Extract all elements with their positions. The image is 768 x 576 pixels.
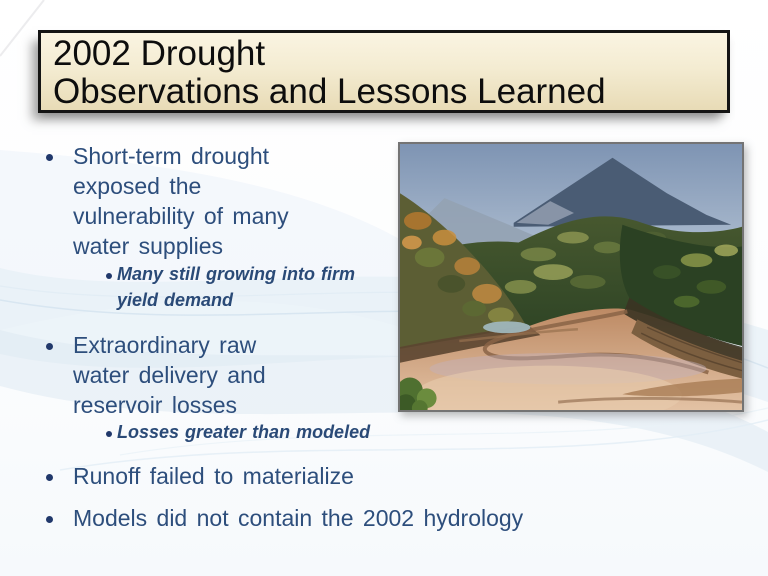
sub-bullet-line: Many still growing into firm (117, 264, 355, 284)
bullet-dot (46, 154, 53, 161)
bullet-line: exposed the (73, 173, 202, 199)
sub-bullet-line: Losses greater than modeled (117, 422, 371, 442)
dried-reservoir-photo (398, 142, 744, 412)
meander-channel-2 (459, 327, 578, 343)
bottom-channel (622, 378, 742, 397)
bullet-dot (46, 474, 53, 481)
right-bank-terrace (631, 319, 742, 379)
left-hillside-autumn-patches (401, 211, 514, 324)
bullet-item-2: Extraordinary raw water delivery and res… (73, 330, 266, 420)
slide-title-line2: Observations and Lessons Learned (53, 72, 606, 111)
bullet-line: Runoff failed to materialize (73, 463, 354, 489)
bullet-line: vulnerability of many (73, 203, 289, 229)
sub-bullet-item-1: Many still growing into firm yield deman… (117, 261, 355, 313)
sub-bullet-item-2: Losses greater than modeled (117, 419, 370, 445)
bullet-line: water delivery and (73, 362, 266, 388)
reservoir-photo-art (400, 144, 742, 410)
sub-bullet-dot (106, 273, 112, 279)
bullet-line: Short-term drought (73, 143, 270, 169)
bullet-item-4: Models did not contain the 2002 hydrolog… (73, 503, 523, 533)
bullet-line: Models did not contain the 2002 hydrolog… (73, 505, 524, 531)
bullet-dot (46, 516, 53, 523)
bullet-line: reservoir losses (73, 392, 238, 418)
peak-scree (516, 201, 574, 225)
slide-title-line1: 2002 Drought (53, 34, 266, 73)
wet-puddle (483, 321, 531, 334)
bottom-channel-line (558, 396, 742, 404)
bullet-line: water supplies (73, 233, 224, 259)
bullet-item-1: Short-term drought exposed the vulnerabi… (73, 141, 289, 261)
bullet-line: Extraordinary raw (73, 332, 257, 358)
bank-striations (640, 326, 742, 372)
slide-title-box: 2002 Drought Observations and Lessons Le… (38, 30, 730, 113)
sub-bullet-dot (106, 431, 112, 437)
bullet-dot (46, 343, 53, 350)
bullet-item-3: Runoff failed to materialize (73, 461, 354, 491)
right-forest-patches (653, 244, 739, 308)
right-bank-shadow (623, 297, 742, 363)
foreground-bush (400, 377, 437, 410)
distant-peak (513, 157, 732, 227)
sub-bullet-line: yield demand (117, 290, 234, 310)
right-forest (619, 224, 742, 346)
meander-channel (482, 309, 710, 375)
